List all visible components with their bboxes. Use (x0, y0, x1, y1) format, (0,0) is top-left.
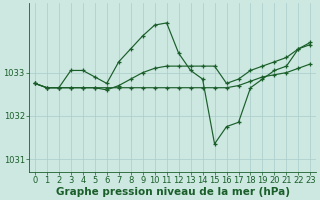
X-axis label: Graphe pression niveau de la mer (hPa): Graphe pression niveau de la mer (hPa) (56, 187, 290, 197)
